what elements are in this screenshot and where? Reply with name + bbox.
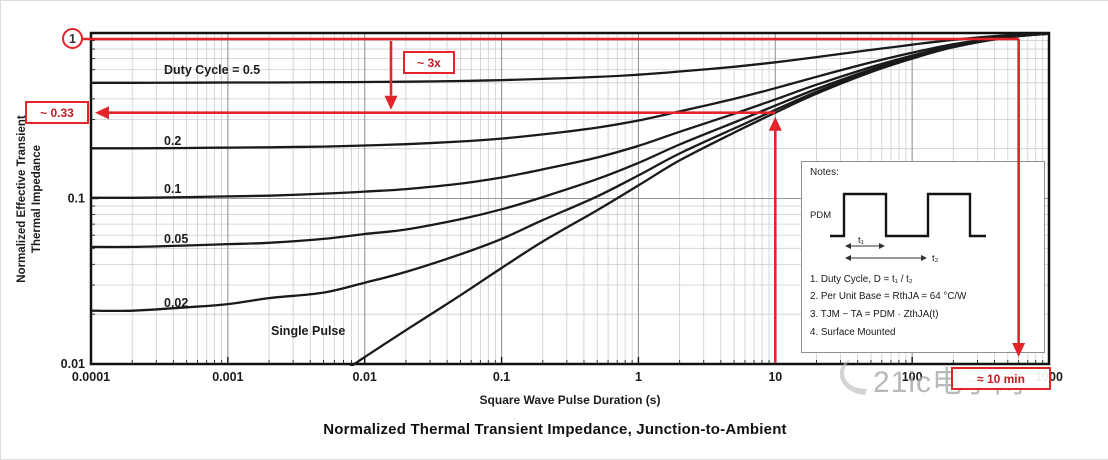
read-left-arrow-head — [95, 106, 109, 120]
curve-label-duty-02: 0.2 — [164, 134, 182, 148]
read-up-arrow-head — [768, 116, 782, 131]
note-item-1: 1. Duty Cycle, D = t₁ / t₂ — [810, 273, 913, 285]
impedance-read-callout-box: ~ 0.33 — [25, 101, 89, 124]
curve-label-duty-002: 0.02 — [164, 296, 189, 310]
x-tick-label: 0.1 — [493, 370, 510, 384]
pdm-label: PDM — [810, 210, 831, 221]
note-item-4: 4. Surface Mounted — [810, 326, 896, 338]
notes-inset-box: Notes: PDM t₁ t₂ 1. Duty Cycle, D = t₁ /… — [801, 161, 1045, 353]
x-tick-label: 0.01 — [353, 370, 377, 384]
curve-0-2 — [91, 32, 1049, 150]
t1-label: t₁ — [858, 235, 864, 246]
y-tick-label: 0.01 — [61, 357, 85, 371]
x-tick-label: 0.001 — [212, 370, 243, 384]
ratio-callout-box: ~ 3x — [403, 51, 455, 74]
x-axis-label: Square Wave Pulse Duration (s) — [479, 393, 661, 407]
note-item-2: 2. Per Unit Base = RthJA = 64 °C/W — [810, 291, 967, 303]
steady-state-time-callout-box: ≈ 10 min — [951, 367, 1051, 390]
t2-label: t₂ — [932, 253, 939, 264]
curve-label-duty-005: 0.05 — [164, 232, 189, 246]
x-tick-label: 1 — [635, 370, 642, 384]
square-wave-path — [830, 192, 986, 238]
curve-label-single-pulse: Single Pulse — [271, 324, 346, 338]
y-tick-label: 0.1 — [68, 192, 85, 206]
x-tick-label: 10 — [768, 370, 782, 384]
curve-label-duty-01: 0.1 — [164, 182, 182, 196]
notes-heading: Notes: — [810, 167, 839, 178]
ratio-arrow-head — [384, 95, 398, 110]
note-item-3: 3. TJM − TA = PDM · ZthJA(t) — [810, 308, 939, 320]
curve-label-duty-05: Duty Cycle = 0.5 — [164, 63, 261, 77]
y-value-1-circle-marker: 1 — [62, 28, 83, 49]
chart-title: Normalized Thermal Transient Impedance, … — [323, 421, 787, 438]
x-tick-label: 0.0001 — [72, 370, 110, 384]
watermark-logo-swoosh — [839, 359, 867, 395]
pulse-waveform-diagram: PDM t₁ t₂ — [810, 192, 986, 264]
